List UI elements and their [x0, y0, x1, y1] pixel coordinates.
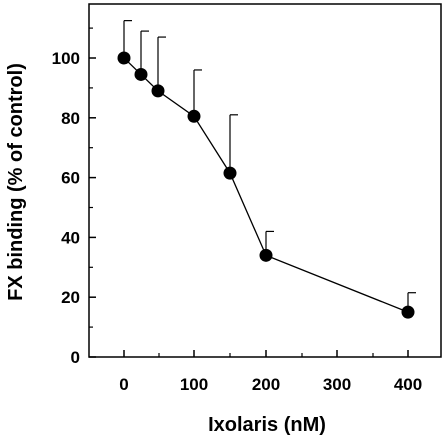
data-point: [187, 109, 201, 123]
y-axis: 0 20 40 60 80 100: [52, 27, 96, 367]
x-axis: 0 100 200 300 400: [119, 350, 422, 394]
error-bars: [123, 20, 416, 313]
y-tick-label: 0: [71, 348, 80, 367]
data-point: [134, 67, 148, 81]
x-tick-label: 300: [323, 375, 351, 394]
y-tick-label: 20: [61, 288, 80, 307]
y-axis-title: FX binding (% of control): [5, 63, 27, 301]
plot-frame: [88, 3, 442, 358]
y-tick-label: 80: [61, 109, 80, 128]
x-axis-title: Ixolaris (nM): [208, 414, 326, 436]
x-tick-label: 400: [394, 375, 422, 394]
y-tick-label: 100: [52, 49, 80, 68]
data-point: [223, 166, 237, 180]
x-tick-label: 200: [252, 375, 280, 394]
data-point: [151, 84, 165, 98]
data-point: [259, 248, 273, 262]
y-tick-label: 60: [61, 169, 80, 188]
x-tick-label: 100: [180, 375, 208, 394]
data-point: [401, 305, 415, 319]
data-points: [117, 51, 415, 319]
data-point: [117, 51, 131, 65]
series-line: [123, 57, 409, 313]
series-polyline: [123, 57, 409, 313]
x-tick-label: 0: [119, 375, 128, 394]
y-tick-label: 40: [61, 228, 80, 247]
